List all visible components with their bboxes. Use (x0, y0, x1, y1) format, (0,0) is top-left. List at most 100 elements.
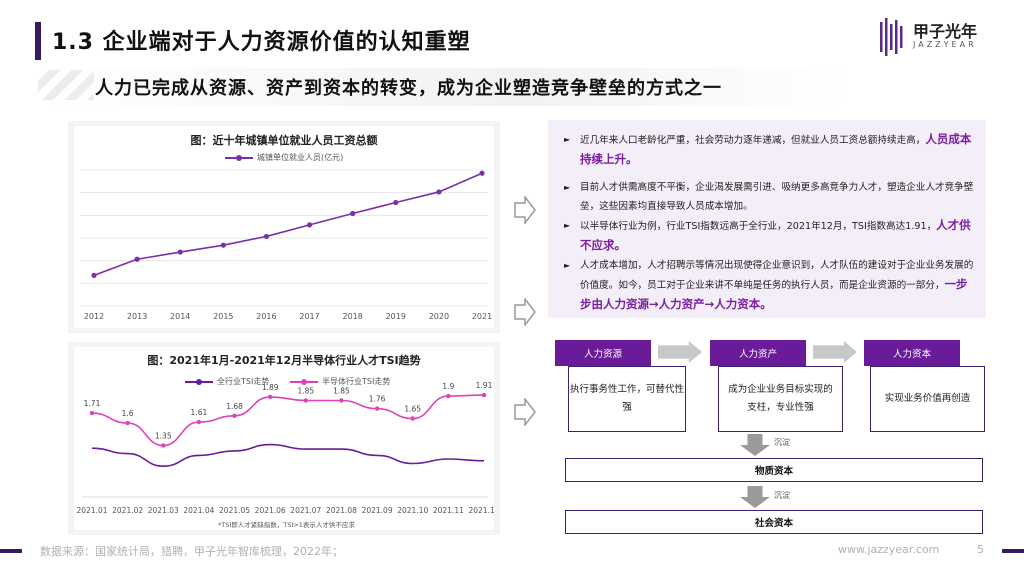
chart1-point (479, 170, 485, 176)
chart2-title: 图：2021年1月-2021年12月半导体行业人才TSI趋势 (147, 354, 421, 367)
chevron-right-icon (813, 341, 857, 363)
chart1-point (220, 242, 226, 248)
social-capital-box: 社会资本 (565, 510, 983, 534)
chart2-x-tick: 2021.07 (290, 506, 321, 515)
chart2-data-label: 1.9 (442, 382, 454, 391)
bullet-text: 目前人才供需高度不平衡，企业渴发展需引进、吸纳更多高竞争力人才，塑造企业人才竞争… (580, 182, 974, 212)
chart2-x-tick: 2021.10 (397, 506, 428, 515)
chart1-point (393, 199, 399, 206)
sink-label: 沉淀 (774, 438, 790, 447)
chart2-data-label: 1.71 (84, 399, 101, 408)
chevron-right-icon (658, 341, 702, 363)
logo-bars-icon (880, 18, 903, 56)
bullet-highlight: 一步步由人力资源→人力资产→人力资本。 (580, 277, 968, 311)
chart2-x-tick: 2021.04 (183, 506, 214, 515)
arrow-right-icon (514, 196, 536, 224)
chart1-point (350, 210, 356, 217)
insight-bullet: ► 目前人才供需高度不平衡，企业渴发展需引进、吸纳更多高竞争力人才，塑造企业人才… (564, 178, 976, 216)
stage-head-resource: 人力资源 (555, 340, 651, 366)
chart1-legend-swatch (225, 154, 253, 161)
chart2-semiconductor-point (446, 393, 451, 399)
insight-bullet: ► 以半导体行业为例，行业TSI指数远高于全行业，2021年12月，TSI指数高… (564, 216, 976, 256)
chart2-all-industry-line (91, 443, 485, 468)
bullet-triangle-icon: ► (564, 135, 571, 144)
title-accent-bar (35, 22, 41, 60)
chart2-legend-all-swatch (185, 378, 213, 385)
chart2-data-label: 1.61 (191, 408, 208, 417)
stage-body-capital: 实现业务价值再创造 (870, 366, 985, 432)
chart1-point (91, 272, 97, 278)
chart2-legend-semi: 半导体行业TSI走势 (290, 376, 390, 387)
chart2-data-label: 1.85 (333, 387, 350, 396)
chart1-point (134, 256, 140, 262)
website-link[interactable]: www.jazzyear.com (838, 543, 940, 556)
chart2-semiconductor-point (232, 413, 237, 418)
chart2-data-label: 1.65 (404, 405, 421, 414)
chart2-semiconductor-point (125, 420, 130, 426)
chart1-point (177, 249, 183, 255)
chart1-legend-label: 城镇单位就业人员(亿元) (257, 153, 344, 162)
chart2-legend-all-label: 全行业TSI走势 (217, 377, 270, 386)
chart1-series-line (93, 172, 483, 277)
chart1-title: 图：近十年城镇单位就业人员工资总额 (190, 134, 378, 147)
bullet-text: 近几年来人口老龄化严重，社会劳动力逐年递减，但就业人员工资总额持续走高， (580, 135, 926, 146)
chart1-x-tick: 2017 (299, 312, 319, 321)
logo-text: 甲子光年 (913, 22, 978, 41)
arrow-right-icon (514, 398, 536, 426)
chart1-x-tick: 2021 (472, 312, 492, 321)
chart1-point (263, 233, 270, 240)
chart2-data-label: 1.68 (226, 402, 243, 411)
stage-body-asset: 成为企业业务目标实现的支柱，专业性强 (718, 366, 843, 432)
chart2-legend-all: 全行业TSI走势 (185, 376, 269, 387)
chart2-x-tick: 2021.01 (76, 506, 107, 515)
chart2-data-label: 1.85 (297, 387, 314, 396)
logo-subtext: JAZZYEAR (913, 40, 977, 49)
chart2-footnote: *TSI即人才紧缺指数，TSI>1表示人才供不应求 (218, 521, 355, 529)
down-arrow-icon (740, 486, 770, 508)
bullet-triangle-icon: ► (564, 183, 571, 192)
chart2-data-label: 1.6 (122, 409, 134, 418)
bullet-text: 以半导体行业为例，行业TSI指数远高于全行业，2021年12月，TSI指数高达1… (580, 221, 937, 232)
chart2-semiconductor-point (374, 406, 380, 411)
chart2-data-label: 1.89 (262, 383, 279, 392)
chart1-x-tick: 2018 (342, 312, 362, 321)
page-number: 5 (977, 543, 984, 556)
material-capital-box: 物质资本 (565, 458, 983, 482)
chart2-x-tick: 2021.11 (433, 506, 464, 515)
stage-body-resource: 执行事务性工作，可替代性强 (568, 366, 686, 432)
stage-head-asset: 人力资产 (710, 340, 806, 366)
chart2-x-tick: 2021.06 (255, 506, 286, 515)
chart2-x-tick: 2021.08 (326, 506, 357, 515)
data-source: 数据来源：国家统计局，猎聘，甲子光年智库梳理，2022年； (40, 545, 343, 558)
chart2-x-tick: 2021.09 (362, 506, 393, 515)
insight-bullet: ► 人才成本增加，人才招聘示等情况出现使得企业意识到，人才队伍的建设对于企业业务… (564, 256, 976, 315)
bullet-triangle-icon: ► (564, 261, 571, 270)
chart1-point (306, 222, 313, 228)
chart1-x-tick: 2014 (170, 312, 190, 321)
subtitle-band (38, 68, 848, 106)
chart2-data-label: 1.76 (369, 395, 386, 404)
sink-label: 沉淀 (774, 491, 790, 500)
chart1-x-tick: 2012 (84, 312, 104, 321)
chart1-point (436, 189, 442, 195)
chart2-x-tick: 2021.05 (219, 506, 250, 515)
chart2-plot: 1.71 1.6 1.35 1.61 1.68 1.89 1.85 1.85 1.76 1.65 1… (76, 381, 494, 515)
bullet-highlight: 人才供不应求。 (580, 218, 971, 252)
insight-panel: ► 近几年来人口老龄化严重，社会劳动力逐年递减，但就业人员工资总额持续走高，人员… (548, 120, 986, 318)
chart2-semiconductor-point (267, 394, 273, 400)
bullet-highlight: 人员成本持续上升。 (580, 132, 972, 166)
chart1-plot: 2012 2013 2014 2015 2016 2017 2018 2019 2020 2021 (80, 169, 492, 321)
brand-logo: 甲子光年 JAZZYEAR (879, 16, 989, 60)
chart1-x-tick: 2013 (127, 312, 147, 321)
chart2-semiconductor-point (196, 419, 202, 425)
arrow-right-icon (514, 298, 536, 326)
chart1-x-tick: 2015 (213, 312, 233, 321)
chart2-semiconductor-line (91, 394, 485, 447)
chart2-semiconductor-point (89, 410, 95, 416)
down-arrow-icon (740, 434, 770, 456)
chart2-semiconductor-point (481, 392, 487, 398)
chart2-semiconductor-point (303, 398, 309, 403)
stage-head-capital: 人力资本 (864, 340, 960, 366)
chart2-semiconductor-point (161, 443, 166, 448)
chart2-x-tick: 2021.02 (112, 506, 143, 515)
